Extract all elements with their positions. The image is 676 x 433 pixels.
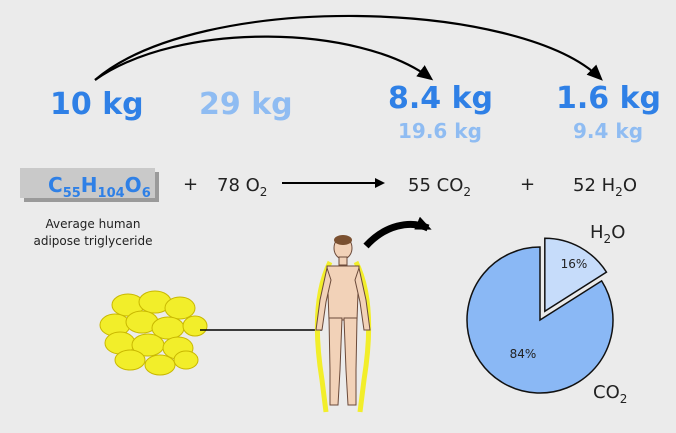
caption-line2: adipose triglyceride xyxy=(34,234,153,248)
human-body-illustration xyxy=(314,235,372,413)
mass-h2o-light: 9.4 kg xyxy=(573,119,643,143)
mass-co2-bold: 8.4 kg xyxy=(388,81,493,116)
mass-triglyceride: 10 kg xyxy=(50,87,144,122)
pie-label-co2: CO2 xyxy=(593,382,627,406)
oxygen-term: 78 O2 xyxy=(217,175,267,199)
formula-box xyxy=(20,168,155,198)
products-pie-chart xyxy=(466,237,614,394)
pie-value-h2o: 16% xyxy=(561,257,588,271)
plus-sign: + xyxy=(520,174,535,195)
h2o-term: 52 H2O xyxy=(573,175,637,199)
mass-oxygen: 29 kg xyxy=(199,87,293,122)
curved-arrow-to-pie xyxy=(363,216,432,249)
arc-arrow-to-co2 xyxy=(94,35,434,81)
plus-sign: + xyxy=(183,174,198,195)
mass-co2-light: 19.6 kg xyxy=(398,119,482,143)
pie-value-co2: 84% xyxy=(510,347,537,361)
arc-arrow-to-h2o xyxy=(94,14,603,81)
co2-term: 55 CO2 xyxy=(408,175,471,199)
mass-h2o-bold: 1.6 kg xyxy=(556,81,661,116)
pie-label-h2o: H2O xyxy=(590,222,625,246)
caption-line1: Average human xyxy=(46,217,141,231)
triglyceride-formula: C55H104O6 xyxy=(48,173,151,201)
fat-droplets-illustration xyxy=(99,290,208,376)
pie-slice-h2o xyxy=(544,237,608,313)
pie-slice-co2 xyxy=(466,246,614,394)
